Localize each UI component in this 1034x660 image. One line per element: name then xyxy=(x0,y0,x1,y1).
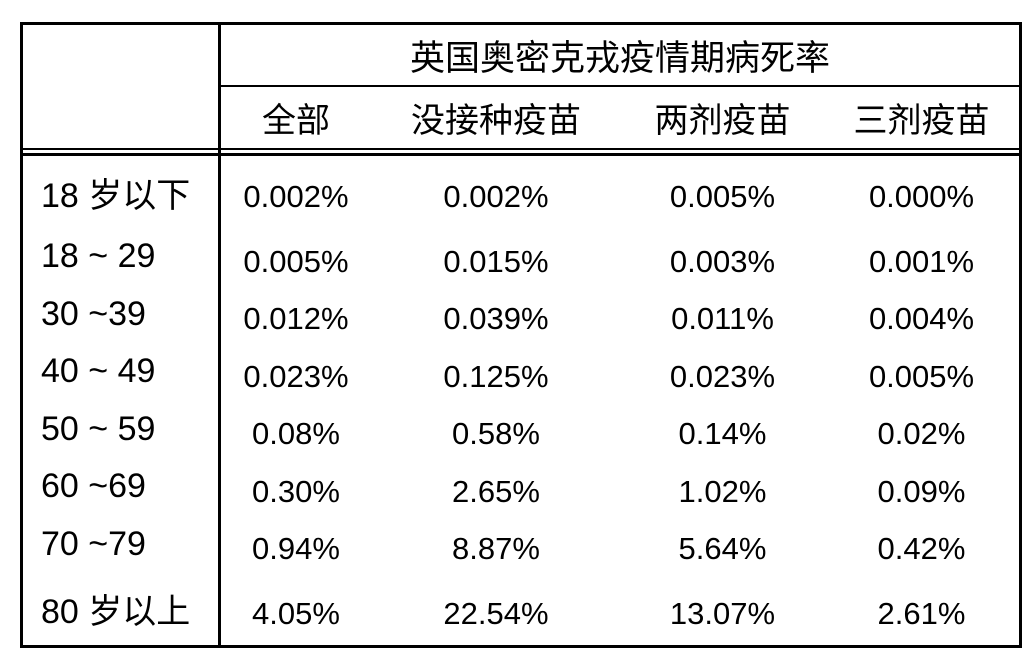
age-cell: 80 岁以上 xyxy=(23,572,221,645)
value-cell: 0.005% xyxy=(669,179,776,215)
value-cell: 5.64% xyxy=(678,531,767,567)
age-cell: 18 岁以下 xyxy=(23,156,221,229)
value-cell: 0.09% xyxy=(877,473,966,509)
value-cell: 0.000% xyxy=(868,179,975,215)
column-header-unvaccinated: 没接种疫苗 xyxy=(411,102,581,140)
value-cell: 0.023% xyxy=(243,358,349,394)
value-cell: 0.002% xyxy=(443,179,549,215)
corner-cell xyxy=(23,25,221,148)
table-row: 60 ~69 0.30% 2.65% 1.02% 0.09% xyxy=(23,457,1019,516)
fatality-table: 英国奥密克戎疫情期病死率 全部 没接种疫苗 两剂疫苗 三剂疫苗 18 岁以下 0… xyxy=(20,22,1023,648)
column-header-all: 全部 xyxy=(262,102,330,140)
value-cell: 0.58% xyxy=(452,416,540,452)
value-cell: 0.003% xyxy=(669,243,776,279)
table-row: 18 ~ 29 0.005% 0.015% 0.003% 0.001% xyxy=(23,228,1019,286)
value-cell: 0.005% xyxy=(868,358,975,394)
age-cell: 18 ~ 29 xyxy=(23,228,221,286)
value-cell: 2.65% xyxy=(452,473,540,509)
table-row: 18 岁以下 0.002% 0.002% 0.005% 0.000% xyxy=(23,156,1019,229)
value-cell: 0.02% xyxy=(877,416,966,452)
table-row: 70 ~79 0.94% 8.87% 5.64% 0.42% xyxy=(23,515,1019,573)
age-cell: 70 ~79 xyxy=(23,515,221,573)
value-cell: 13.07% xyxy=(669,595,776,631)
column-header-three-doses: 三剂疫苗 xyxy=(853,102,990,140)
value-cell: 0.94% xyxy=(252,531,340,567)
header-separator xyxy=(23,148,1020,156)
age-cell: 60 ~69 xyxy=(23,457,221,516)
value-cell: 0.002% xyxy=(243,179,349,215)
value-cell: 0.001% xyxy=(868,243,975,279)
value-cell: 0.023% xyxy=(669,358,776,394)
value-cell: 22.54% xyxy=(443,595,549,631)
value-cell: 0.004% xyxy=(868,301,975,337)
table-row: 50 ~ 59 0.08% 0.58% 0.14% 0.02% xyxy=(23,400,1019,458)
value-cell: 4.05% xyxy=(252,595,340,631)
age-cell: 30 ~39 xyxy=(23,285,221,344)
value-cell: 0.005% xyxy=(243,243,349,279)
table-row: 30 ~39 0.012% 0.039% 0.011% 0.004% xyxy=(23,285,1019,344)
value-cell: 0.125% xyxy=(443,358,549,394)
value-cell: 8.87% xyxy=(452,531,540,567)
value-cell: 0.42% xyxy=(877,531,966,567)
age-cell: 40 ~ 49 xyxy=(23,343,221,401)
value-cell: 0.011% xyxy=(671,301,774,337)
table-row: 40 ~ 49 0.023% 0.125% 0.023% 0.005% xyxy=(23,343,1019,401)
value-cell: 0.08% xyxy=(252,416,340,452)
value-cell: 0.30% xyxy=(252,473,340,509)
table-title: 英国奥密克戎疫情期病死率 xyxy=(221,25,1020,87)
value-cell: 0.015% xyxy=(443,243,549,279)
column-header-two-doses: 两剂疫苗 xyxy=(654,102,791,140)
value-cell: 0.14% xyxy=(678,416,767,452)
value-cell: 2.61% xyxy=(877,595,966,631)
value-cell: 0.012% xyxy=(243,301,349,337)
value-cell: 1.02% xyxy=(678,473,767,509)
age-cell: 50 ~ 59 xyxy=(23,400,221,458)
table-row: 80 岁以上 4.05% 22.54% 13.07% 2.61% xyxy=(23,572,1019,645)
value-cell: 0.039% xyxy=(443,301,549,337)
